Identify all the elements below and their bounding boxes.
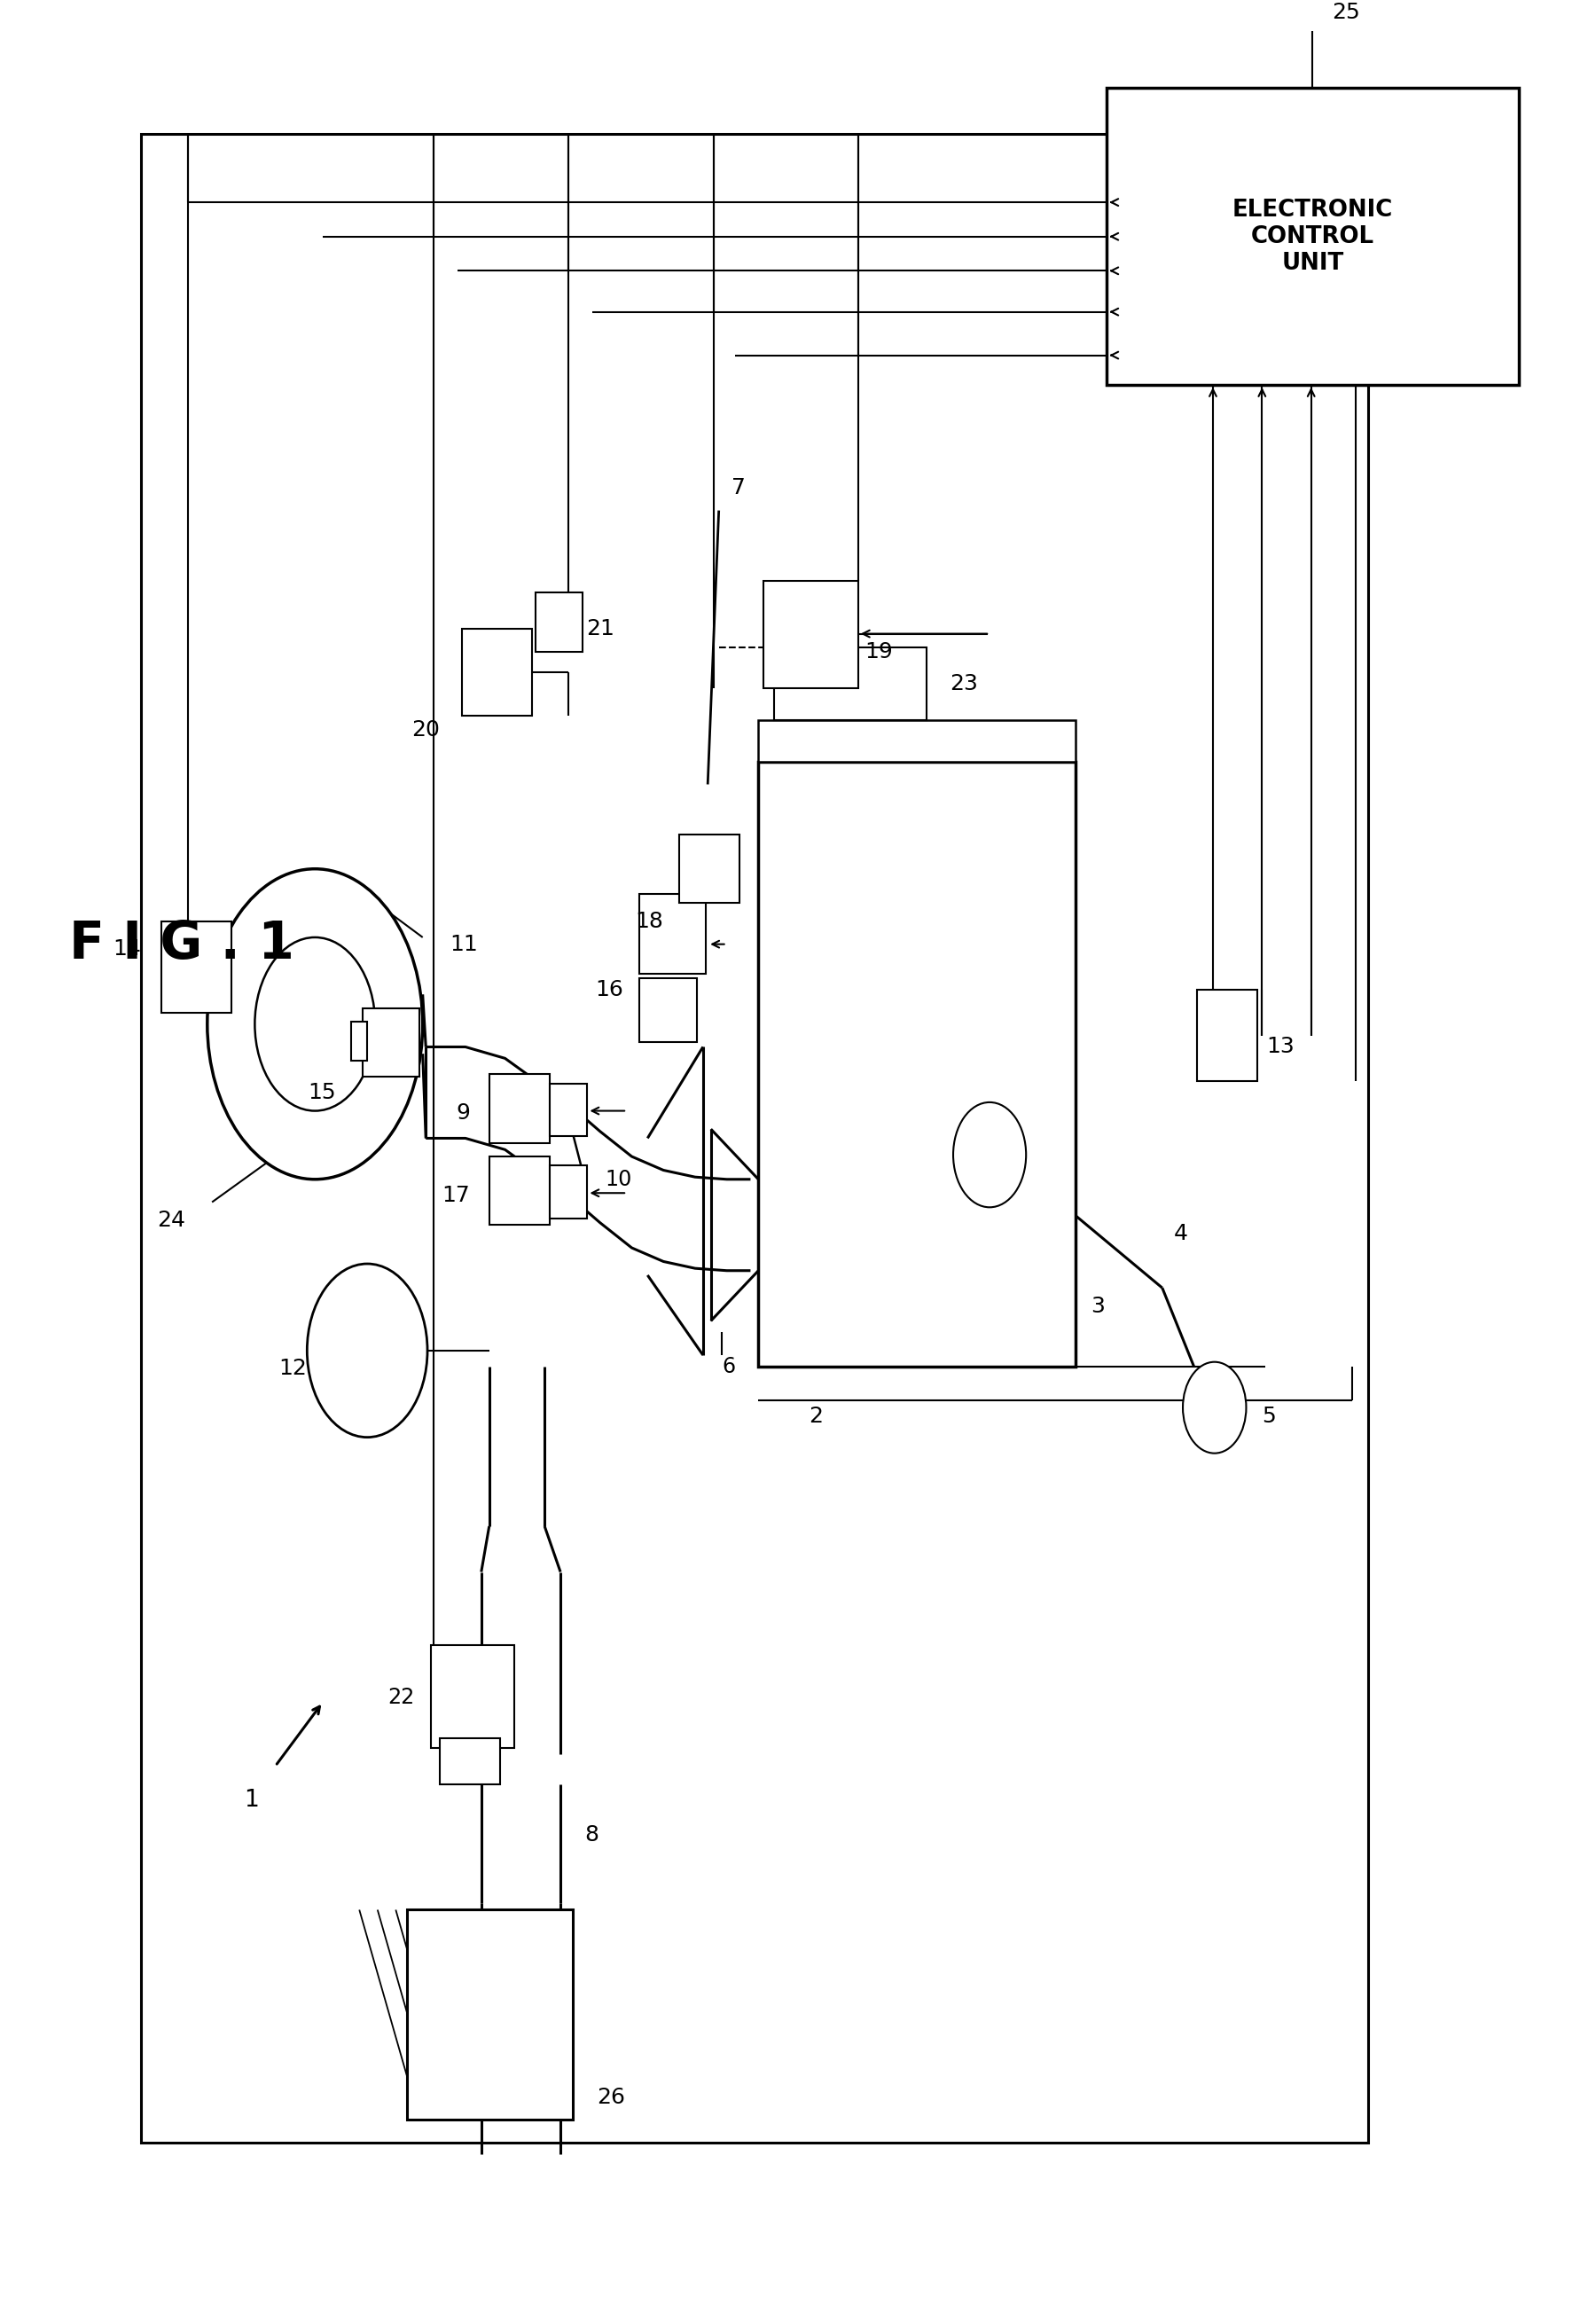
Text: 6: 6 [721, 1355, 736, 1378]
Text: 18: 18 [635, 912, 664, 933]
Text: 22: 22 [388, 1687, 415, 1708]
Text: 25: 25 [1331, 2, 1360, 23]
Text: 7: 7 [731, 478, 745, 499]
Text: 1: 1 [244, 1789, 259, 1812]
Bar [763, 582, 859, 689]
Bar [680, 835, 739, 902]
Circle shape [255, 937, 375, 1111]
Text: 3: 3 [1092, 1295, 1104, 1318]
Text: 10: 10 [605, 1169, 632, 1190]
Text: 8: 8 [584, 1824, 598, 1844]
Bar [463, 629, 531, 717]
Bar [490, 1074, 549, 1144]
Bar [1197, 991, 1258, 1081]
Bar [549, 1165, 587, 1218]
Text: 21: 21 [586, 619, 614, 640]
Bar [758, 761, 1076, 1366]
Text: 11: 11 [450, 933, 477, 956]
Text: F I G . 1: F I G . 1 [70, 919, 295, 970]
Bar [774, 647, 926, 722]
Circle shape [306, 1264, 428, 1438]
Text: 16: 16 [595, 979, 624, 1000]
Bar [161, 921, 231, 1012]
Bar [351, 1021, 367, 1060]
Bar [140, 135, 1368, 2144]
Text: 2: 2 [808, 1406, 822, 1427]
Bar [535, 592, 583, 652]
Bar [440, 1738, 500, 1784]
Text: 12: 12 [279, 1357, 306, 1380]
Bar [490, 1155, 549, 1225]
Bar [640, 893, 705, 974]
Bar [362, 1009, 420, 1076]
Circle shape [207, 870, 423, 1179]
Text: 5: 5 [1262, 1406, 1275, 1427]
Circle shape [1183, 1362, 1246, 1452]
Bar [431, 1645, 514, 1747]
Text: 17: 17 [442, 1186, 471, 1206]
Bar [549, 1083, 587, 1137]
Text: 4: 4 [1173, 1223, 1187, 1244]
Text: 24: 24 [156, 1209, 185, 1232]
Bar [758, 722, 1076, 761]
Text: 26: 26 [597, 2086, 626, 2107]
Text: ELECTRONIC
CONTROL
UNIT: ELECTRONIC CONTROL UNIT [1232, 200, 1393, 274]
Text: 9: 9 [456, 1102, 471, 1123]
Text: 20: 20 [412, 719, 440, 740]
Bar [407, 1909, 573, 2120]
Text: 19: 19 [865, 640, 892, 664]
Text: 13: 13 [1267, 1037, 1294, 1058]
Text: 23: 23 [950, 673, 978, 694]
Bar [1106, 88, 1518, 385]
Bar [640, 979, 696, 1042]
Text: 14: 14 [112, 937, 140, 960]
Circle shape [953, 1102, 1026, 1206]
Text: 15: 15 [308, 1081, 335, 1104]
